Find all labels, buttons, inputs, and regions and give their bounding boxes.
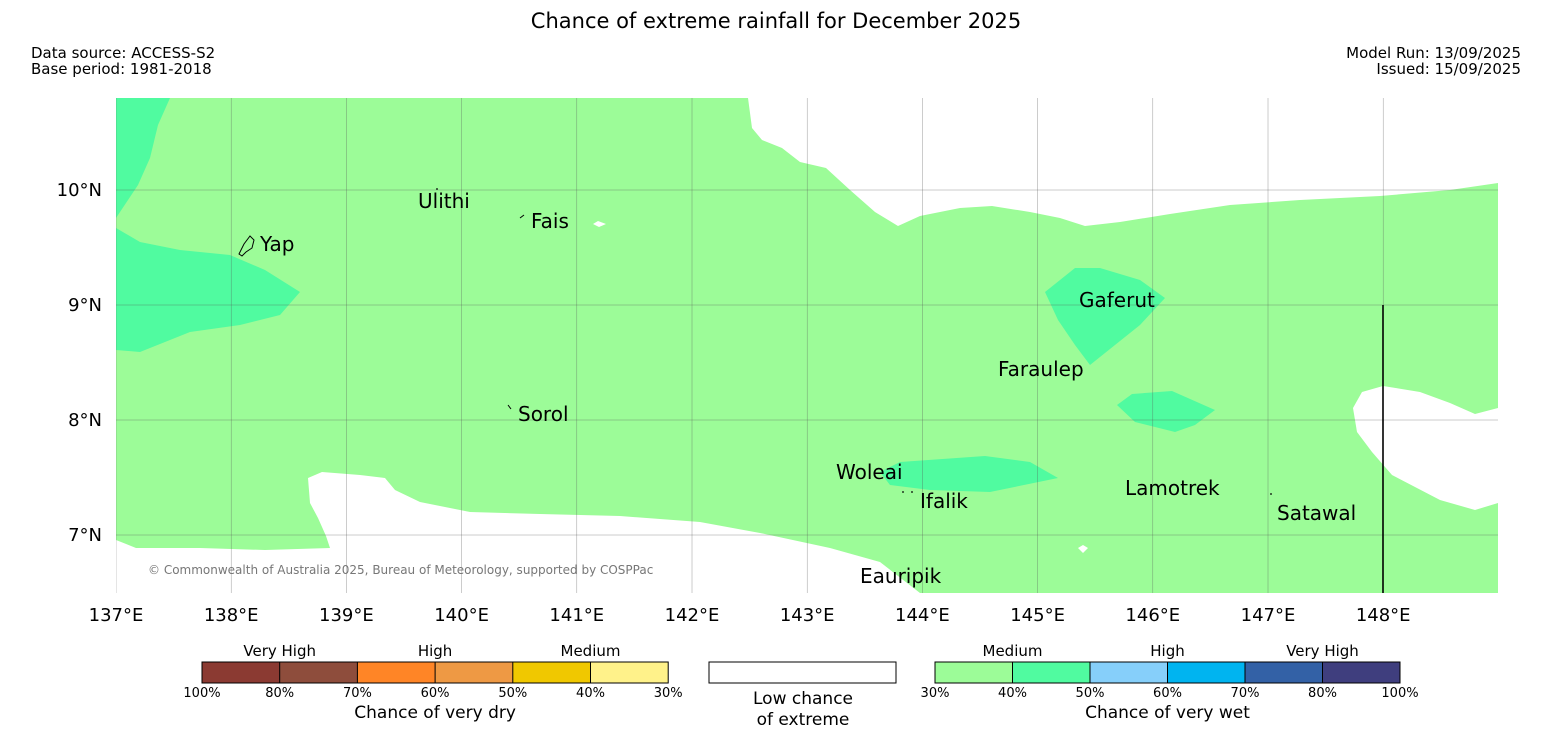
dry-tick-label: 60% (421, 686, 450, 701)
wet-group-label: High (1150, 642, 1184, 660)
longitude-label: 140°E (434, 605, 489, 626)
dry-tick-label: 70% (343, 686, 372, 701)
latitude-labels: 10°N 9°N 8°N 7°N (57, 180, 102, 546)
map-plot-area (116, 98, 1498, 593)
dry-swatch (512, 662, 591, 683)
longitude-label: 141°E (549, 605, 604, 626)
longitude-label: 139°E (319, 605, 374, 626)
dry-tick-label: 100% (183, 686, 220, 701)
wet-tick-label: 80% (1308, 686, 1337, 701)
woleai-island-a (902, 491, 904, 493)
place-label-ulithi: Ulithi (418, 189, 470, 213)
place-label-satawal: Satawal (1277, 501, 1356, 525)
copyright-notice: © Commonwealth of Australia 2025, Bureau… (148, 563, 653, 577)
dry-swatch (590, 662, 669, 683)
model-run-text: Model Run: 13/09/2025 (1346, 44, 1521, 62)
low-chance-spot-fais (593, 221, 606, 227)
yap-island-outline (238, 235, 255, 257)
dry-tick-label: 80% (265, 686, 294, 701)
latitude-label: 7°N (68, 525, 102, 546)
wet-swatch (1012, 662, 1090, 683)
map-title: Chance of extreme rainfall for December … (530, 9, 1022, 33)
metadata-right: Model Run: 13/09/2025 Issued: 15/09/2025 (1346, 45, 1521, 77)
issued-text: Issued: 15/09/2025 (1376, 60, 1521, 78)
place-label-yap: Yap (259, 232, 294, 256)
wet-tick-label: 70% (1231, 686, 1260, 701)
wet-40-50-region-yap (116, 228, 300, 352)
wet-40-50-region-east (1117, 391, 1215, 432)
place-label-sorol: Sorol (518, 402, 569, 426)
dry-swatch (435, 662, 513, 683)
wet-swatch (1167, 662, 1245, 683)
wet-40-50-region-gaferut (1045, 268, 1165, 365)
legend-low-chance: Low chance of extreme (708, 661, 897, 730)
longitude-label: 146°E (1125, 605, 1180, 626)
wet-swatch (1322, 662, 1400, 683)
longitude-label: 145°E (1010, 605, 1065, 626)
low-chance-caption-line2: of extreme (757, 710, 850, 730)
dry-caption: Chance of very dry (354, 703, 516, 723)
metadata-left: Data source: ACCESS-S2 Base period: 1981… (31, 45, 215, 77)
satawal-island (1270, 493, 1272, 495)
place-label-fais: Fais (531, 209, 569, 233)
place-label-eauripik: Eauripik (860, 564, 942, 588)
low-chance-caption-line1: Low chance (753, 689, 853, 709)
wet-swatch (1090, 662, 1168, 683)
woleai-island-b (911, 491, 913, 493)
dry-tick-label: 30% (654, 686, 683, 701)
dry-group-label: High (418, 642, 452, 660)
place-label-woleai: Woleai (836, 460, 903, 484)
low-chance-spot-south (1078, 545, 1088, 553)
dry-tick-label: 40% (576, 686, 605, 701)
dry-swatch (202, 662, 280, 683)
longitude-label: 144°E (895, 605, 950, 626)
sorol-island (507, 404, 512, 410)
wet-40-50-region-woleai (880, 456, 1058, 492)
wet-swatch (1245, 662, 1323, 683)
longitude-label: 138°E (204, 605, 259, 626)
data-source-text: Data source: ACCESS-S2 (31, 44, 216, 62)
low-chance-region-south (116, 472, 920, 593)
latitude-label: 10°N (57, 180, 102, 201)
dry-swatch (279, 662, 358, 683)
wet-tick-label: 30% (921, 686, 950, 701)
dry-tick-label: 50% (498, 686, 527, 701)
longitude-label: 143°E (780, 605, 835, 626)
dry-group-label: Medium (561, 642, 621, 660)
wet-tick-label: 60% (1153, 686, 1182, 701)
place-label-ifalik: Ifalik (920, 489, 968, 513)
legend-very-dry: 100% 80% 70% 60% 50% 40% 30% Very High High Mediu… (183, 642, 682, 723)
place-label-lamotrek: Lamotrek (1125, 476, 1220, 500)
longitude-label: 142°E (665, 605, 720, 626)
place-label-faraulep: Faraulep (998, 357, 1084, 381)
graticule (116, 98, 1498, 593)
latitude-label: 9°N (68, 295, 102, 316)
wet-swatch (935, 662, 1013, 683)
wet-40-50-region-nw (116, 98, 170, 218)
wet-tick-label: 100% (1381, 686, 1418, 701)
wet-tick-label: 50% (1076, 686, 1105, 701)
wet-tick-label: 40% (998, 686, 1027, 701)
wet-group-label: Very High (1286, 642, 1359, 660)
longitude-labels: 137°E 138°E 139°E 140°E 141°E 142°E 143°E 144°E… (89, 605, 1411, 626)
dry-swatch (357, 662, 436, 683)
low-chance-swatch (708, 661, 897, 684)
longitude-label: 137°E (89, 605, 144, 626)
longitude-label: 147°E (1241, 605, 1296, 626)
dry-group-label: Very High (243, 642, 316, 660)
base-period-text: Base period: 1981-2018 (31, 60, 212, 78)
legend-very-wet: 30% 40% 50% 60% 70% 80% 100% Medium High Very Hig… (921, 642, 1419, 723)
wet-group-label: Medium (983, 642, 1043, 660)
longitude-label: 148°E (1356, 605, 1411, 626)
wet-caption: Chance of very wet (1085, 703, 1250, 723)
ulithi-island (436, 188, 438, 190)
place-label-gaferut: Gaferut (1079, 288, 1155, 312)
fais-island (519, 214, 525, 219)
latitude-label: 8°N (68, 410, 102, 431)
low-chance-region-east (1353, 386, 1498, 510)
low-chance-region-north (748, 98, 1498, 226)
